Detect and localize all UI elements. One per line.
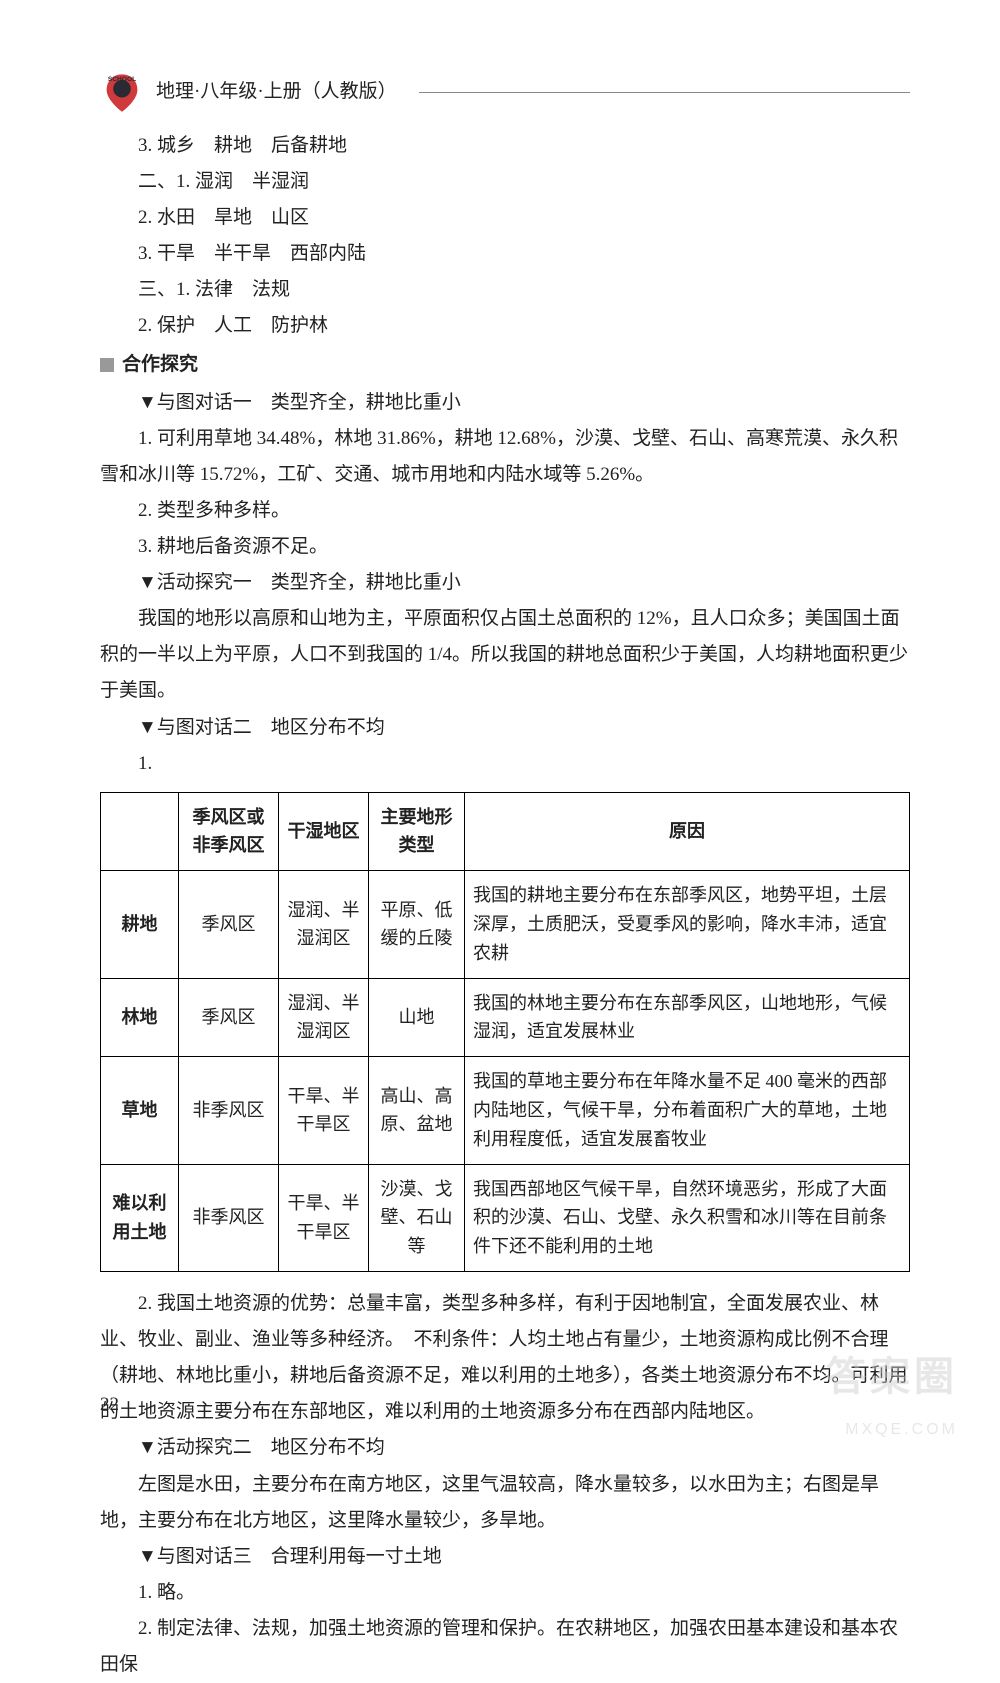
paragraph: 2. 类型多种多样。 [100,493,910,529]
table-cell: 山地 [369,978,465,1057]
answer-line: 二、1. 湿润 半湿润 [100,164,910,200]
table-cell: 我国西部地区气候干旱，自然环境恶劣，形成了大面积的沙漠、石山、戈壁、永久积雪和冰… [465,1164,910,1271]
answer-line: 2. 水田 旱地 山区 [100,200,910,236]
section-label-text: 合作探究 [122,347,198,383]
table-header: 干湿地区 [279,792,369,871]
answer-line: 2. 保护 人工 防护林 [100,308,910,344]
watermark: 答案圈 MXQE.COM [826,1339,958,1445]
svg-text:SCHOOL: SCHOOL [108,76,136,83]
header-divider [419,92,910,93]
table-cell: 湿润、半湿润区 [279,978,369,1057]
table-row: 难以利用土地 非季风区 干旱、半干旱区 沙漠、戈壁、石山等 我国西部地区气候干旱… [101,1164,910,1271]
table-cell: 平原、低缓的丘陵 [369,871,465,978]
paragraph: 1. 略。 [100,1575,910,1611]
answer-line: 3. 干旱 半干旱 西部内陆 [100,236,910,272]
section-cooperative-inquiry: 合作探究 [100,347,910,383]
table-cell: 非季风区 [179,1057,279,1164]
table-cell: 草地 [101,1057,179,1164]
table-cell: 我国的草地主要分布在年降水量不足 400 毫米的西部内陆地区，气候干旱，分布着面… [465,1057,910,1164]
table-header: 季风区或非季风区 [179,792,279,871]
watermark-text: 答案圈 [826,1339,958,1415]
table-row: 耕地 季风区 湿润、半湿润区 平原、低缓的丘陵 我国的耕地主要分布在东部季风区，… [101,871,910,978]
paragraph: 2. 我国土地资源的优势：总量丰富，类型多种多样，有利于因地制宜，全面发展农业、… [100,1286,910,1430]
watermark-url: MXQE.COM [826,1415,958,1445]
dialogue-heading: ▼与图对话三 合理利用每一寸土地 [100,1539,910,1575]
header-title: 地理·八年级·上册（人教版） [156,74,397,110]
table-cell: 湿润、半湿润区 [279,871,369,978]
page-number: 22 [100,1387,119,1423]
table-cell: 季风区 [179,871,279,978]
paragraph: 左图是水田，主要分布在南方地区，这里气温较高，降水量较多，以水田为主；右图是旱地… [100,1467,910,1539]
table-row: 草地 非季风区 干旱、半干旱区 高山、高原、盆地 我国的草地主要分布在年降水量不… [101,1057,910,1164]
paragraph: 3. 耕地后备资源不足。 [100,529,910,565]
paragraph: 1. 可利用草地 34.48%，林地 31.86%，耕地 12.68%，沙漠、戈… [100,421,910,493]
square-bullet-icon [100,358,114,372]
answer-line: 3. 城乡 耕地 后备耕地 [100,128,910,164]
school-logo-icon: SCHOOL [100,70,144,114]
answer-line: 三、1. 法律 法规 [100,272,910,308]
dialogue-heading: ▼与图对话一 类型齐全，耕地比重小 [100,385,910,421]
table-cell: 我国的林地主要分布在东部季风区，山地地形，气候湿润，适宜发展林业 [465,978,910,1057]
table-cell: 我国的耕地主要分布在东部季风区，地势平坦，土层深厚，土质肥沃，受夏季风的影响，降… [465,871,910,978]
table-cell: 难以利用土地 [101,1164,179,1271]
activity-heading: ▼活动探究一 类型齐全，耕地比重小 [100,565,910,601]
table-cell: 干旱、半干旱区 [279,1164,369,1271]
table-cell: 非季风区 [179,1164,279,1271]
paragraph: 我国的地形以高原和山地为主，平原面积仅占国土总面积的 12%，且人口众多；美国国… [100,601,910,709]
table-cell: 沙漠、戈壁、石山等 [369,1164,465,1271]
table-header [101,792,179,871]
table-cell: 干旱、半干旱区 [279,1057,369,1164]
table-header: 主要地形类型 [369,792,465,871]
table-header: 原因 [465,792,910,871]
table-header-row: 季风区或非季风区 干湿地区 主要地形类型 原因 [101,792,910,871]
paragraph: 2. 制定法律、法规，加强土地资源的管理和保护。在农耕地区，加强农田基本建设和基… [100,1611,910,1683]
table-cell: 高山、高原、盆地 [369,1057,465,1164]
table-cell: 耕地 [101,871,179,978]
activity-heading: ▼活动探究二 地区分布不均 [100,1430,910,1466]
paragraph: 1. [100,746,910,782]
table-cell: 季风区 [179,978,279,1057]
page-header: SCHOOL 地理·八年级·上册（人教版） [100,70,910,114]
table-cell: 林地 [101,978,179,1057]
dialogue-heading: ▼与图对话二 地区分布不均 [100,710,910,746]
land-resource-table: 季风区或非季风区 干湿地区 主要地形类型 原因 耕地 季风区 湿润、半湿润区 平… [100,792,910,1272]
table-row: 林地 季风区 湿润、半湿润区 山地 我国的林地主要分布在东部季风区，山地地形，气… [101,978,910,1057]
